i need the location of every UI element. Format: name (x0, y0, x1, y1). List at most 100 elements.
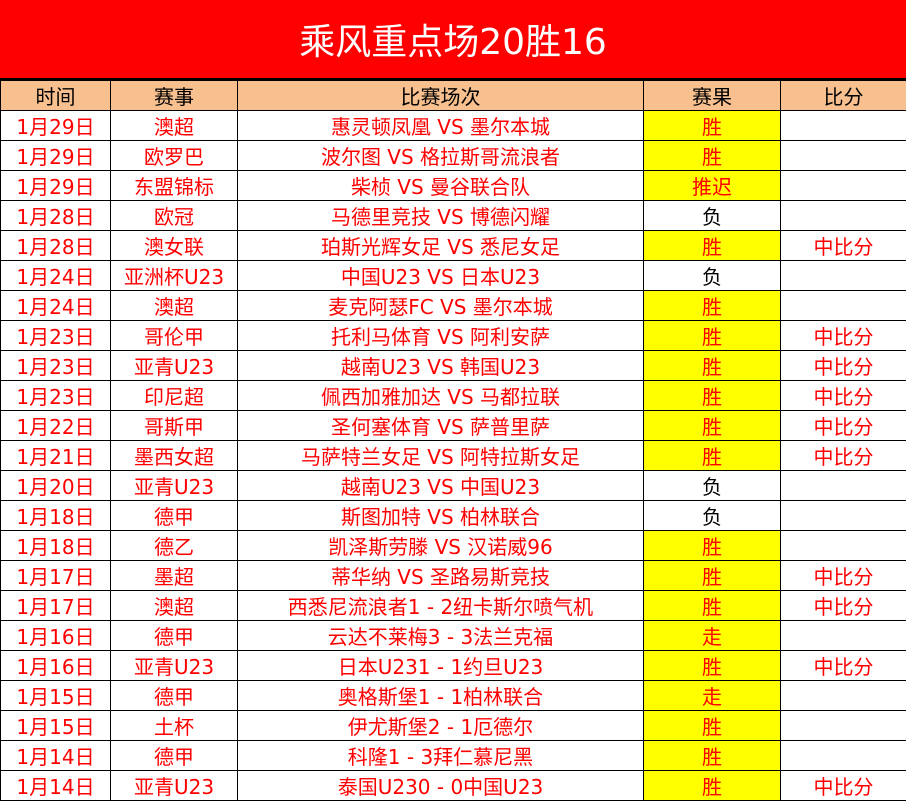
score-cell: 中比分 (781, 561, 906, 591)
table-row: 1月18日德甲斯图加特 VS 柏林联合负 (1, 501, 906, 531)
table-row: 1月15日土杯伊尤斯堡2 - 1厄德尔胜 (1, 711, 906, 741)
date-cell: 1月17日 (1, 591, 111, 621)
score-cell: 中比分 (781, 351, 906, 381)
result-cell: 胜 (644, 741, 781, 771)
table-row: 1月29日澳超惠灵顿凤凰 VS 墨尔本城胜 (1, 111, 906, 141)
result-cell: 走 (644, 621, 781, 651)
league-cell: 德甲 (111, 681, 238, 711)
league-cell: 东盟锦标 (111, 171, 238, 201)
result-cell: 胜 (644, 441, 781, 471)
result-cell: 负 (644, 501, 781, 531)
table-row: 1月28日澳女联珀斯光辉女足 VS 悉尼女足胜中比分 (1, 231, 906, 261)
page-title: 乘风重点场20胜16 (0, 0, 906, 80)
date-cell: 1月14日 (1, 771, 111, 801)
table-row: 1月15日德甲奥格斯堡1 - 1柏林联合走 (1, 681, 906, 711)
result-cell: 胜 (644, 231, 781, 261)
table-row: 1月23日哥伦甲托利马体育 VS 阿利安萨胜中比分 (1, 321, 906, 351)
match-cell: 圣何塞体育 VS 萨普里萨 (238, 411, 644, 441)
result-cell: 胜 (644, 351, 781, 381)
date-cell: 1月17日 (1, 561, 111, 591)
score-cell (781, 681, 906, 711)
match-cell: 马德里竞技 VS 博德闪耀 (238, 201, 644, 231)
table-row: 1月29日欧罗巴波尔图 VS 格拉斯哥流浪者胜 (1, 141, 906, 171)
date-cell: 1月15日 (1, 711, 111, 741)
league-cell: 欧冠 (111, 201, 238, 231)
league-cell: 德乙 (111, 531, 238, 561)
header-match: 比赛场次 (238, 81, 644, 111)
result-cell: 负 (644, 201, 781, 231)
league-cell: 亚青U23 (111, 651, 238, 681)
date-cell: 1月24日 (1, 291, 111, 321)
league-cell: 澳超 (111, 591, 238, 621)
match-cell: 佩西加雅加达 VS 马都拉联 (238, 381, 644, 411)
league-cell: 墨西女超 (111, 441, 238, 471)
match-cell: 云达不莱梅3 - 3法兰克福 (238, 621, 644, 651)
match-cell: 柴桢 VS 曼谷联合队 (238, 171, 644, 201)
header-score: 比分 (781, 81, 906, 111)
result-cell: 胜 (644, 771, 781, 801)
result-cell: 胜 (644, 111, 781, 141)
date-cell: 1月18日 (1, 501, 111, 531)
result-cell: 胜 (644, 141, 781, 171)
result-cell: 胜 (644, 381, 781, 411)
match-cell: 珀斯光辉女足 VS 悉尼女足 (238, 231, 644, 261)
result-cell: 负 (644, 261, 781, 291)
league-cell: 亚洲杯U23 (111, 261, 238, 291)
score-cell (781, 171, 906, 201)
match-cell: 惠灵顿凤凰 VS 墨尔本城 (238, 111, 644, 141)
league-cell: 德甲 (111, 621, 238, 651)
date-cell: 1月23日 (1, 321, 111, 351)
score-cell (781, 141, 906, 171)
result-cell: 胜 (644, 711, 781, 741)
date-cell: 1月28日 (1, 201, 111, 231)
date-cell: 1月24日 (1, 261, 111, 291)
date-cell: 1月16日 (1, 621, 111, 651)
match-cell: 中国U23 VS 日本U23 (238, 261, 644, 291)
match-cell: 日本U231 - 1约旦U23 (238, 651, 644, 681)
table-row: 1月21日墨西女超马萨特兰女足 VS 阿特拉斯女足胜中比分 (1, 441, 906, 471)
result-cell: 胜 (644, 291, 781, 321)
match-cell: 越南U23 VS 韩国U23 (238, 351, 644, 381)
date-cell: 1月20日 (1, 471, 111, 501)
result-cell: 推迟 (644, 171, 781, 201)
score-cell (781, 111, 906, 141)
table-row: 1月22日哥斯甲圣何塞体育 VS 萨普里萨胜中比分 (1, 411, 906, 441)
league-cell: 澳女联 (111, 231, 238, 261)
date-cell: 1月23日 (1, 381, 111, 411)
score-cell (781, 291, 906, 321)
date-cell: 1月29日 (1, 171, 111, 201)
result-cell: 胜 (644, 531, 781, 561)
match-cell: 奥格斯堡1 - 1柏林联合 (238, 681, 644, 711)
date-cell: 1月15日 (1, 681, 111, 711)
score-cell (781, 741, 906, 771)
score-cell: 中比分 (781, 441, 906, 471)
league-cell: 墨超 (111, 561, 238, 591)
score-cell: 中比分 (781, 411, 906, 441)
match-cell: 波尔图 VS 格拉斯哥流浪者 (238, 141, 644, 171)
match-cell: 科隆1 - 3拜仁慕尼黑 (238, 741, 644, 771)
result-cell: 胜 (644, 321, 781, 351)
match-cell: 越南U23 VS 中国U23 (238, 471, 644, 501)
score-cell: 中比分 (781, 771, 906, 801)
date-cell: 1月23日 (1, 351, 111, 381)
table-row: 1月28日欧冠马德里竞技 VS 博德闪耀负 (1, 201, 906, 231)
table-row: 1月29日东盟锦标柴桢 VS 曼谷联合队推迟 (1, 171, 906, 201)
date-cell: 1月21日 (1, 441, 111, 471)
score-cell (781, 261, 906, 291)
header-time: 时间 (1, 81, 111, 111)
date-cell: 1月29日 (1, 111, 111, 141)
header-league: 赛事 (111, 81, 238, 111)
league-cell: 亚青U23 (111, 771, 238, 801)
result-cell: 胜 (644, 651, 781, 681)
league-cell: 德甲 (111, 741, 238, 771)
league-cell: 亚青U23 (111, 351, 238, 381)
match-cell: 泰国U230 - 0中国U23 (238, 771, 644, 801)
result-cell: 负 (644, 471, 781, 501)
score-cell: 中比分 (781, 651, 906, 681)
match-cell: 马萨特兰女足 VS 阿特拉斯女足 (238, 441, 644, 471)
